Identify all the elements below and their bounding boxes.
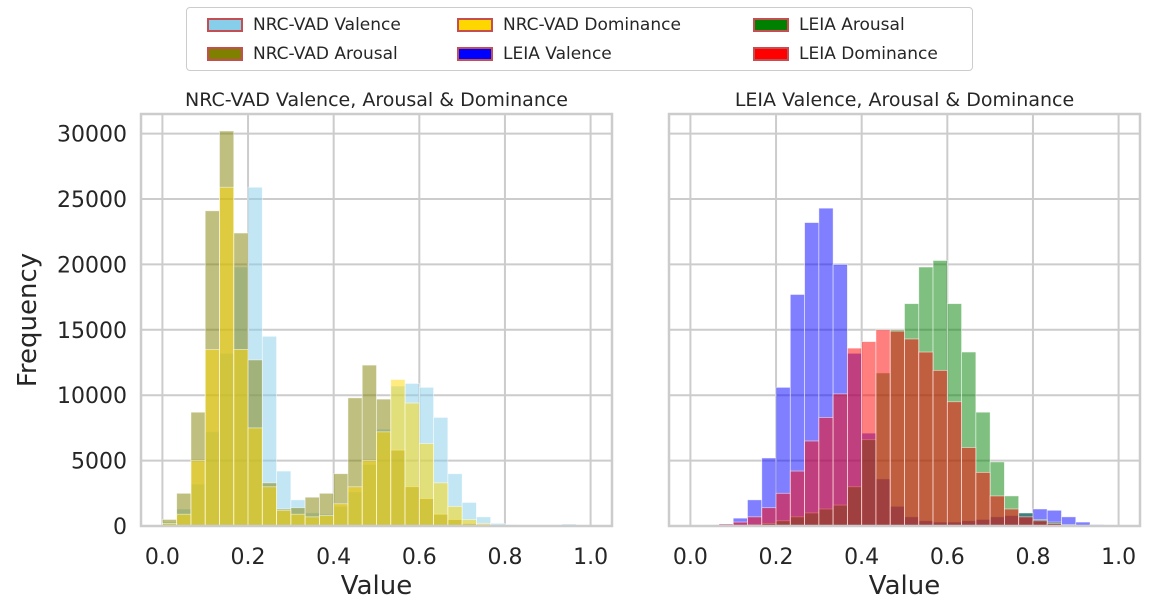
y-tick-label: 30000 bbox=[57, 123, 127, 148]
histogram-bar bbox=[1018, 516, 1034, 527]
histogram-bar bbox=[176, 513, 192, 527]
histogram-bar bbox=[989, 495, 1005, 527]
histogram-bar bbox=[932, 369, 948, 527]
histogram-bar bbox=[347, 486, 363, 527]
y-tick-label: 0 bbox=[113, 515, 127, 540]
histogram-bar bbox=[276, 509, 292, 527]
series-leia-dominance bbox=[690, 329, 1119, 527]
x-tick-label: 0.8 bbox=[1015, 545, 1050, 570]
legend-label: NRC-VAD Valence bbox=[253, 15, 401, 35]
y-tick-label: 25000 bbox=[57, 188, 127, 213]
histogram-bar bbox=[361, 460, 377, 527]
histogram-bar bbox=[946, 401, 962, 527]
x-tick-label: 1.0 bbox=[1101, 545, 1136, 570]
x-tick-label: 0.0 bbox=[145, 545, 180, 570]
histogram-bar bbox=[333, 503, 349, 527]
chart-panel-nrc-vad: 0.0 0.2 0.4 0.6 0.8 1.0 0 5000 10000 15000 20000 25… bbox=[13, 89, 614, 601]
legend-swatch bbox=[207, 47, 243, 61]
histogram-bar bbox=[219, 186, 235, 527]
x-tick-label: 0.4 bbox=[316, 545, 351, 570]
legend: NRC-VAD Valence NRC-VAD Arousal NRC-VAD … bbox=[186, 7, 973, 71]
histogram-bar bbox=[961, 447, 977, 527]
histogram-bar bbox=[319, 515, 335, 527]
y-axis-label: Frequency bbox=[13, 253, 43, 387]
histogram-bar bbox=[304, 516, 320, 527]
x-axis-label: Value bbox=[869, 571, 940, 601]
x-tick-label: 1.0 bbox=[573, 545, 608, 570]
histogram-bar bbox=[1003, 508, 1020, 527]
axes-frame bbox=[139, 112, 614, 528]
x-tick-label: 0.4 bbox=[844, 545, 879, 570]
histogram-bar bbox=[390, 379, 406, 527]
legend-item-nrc-vad-valence: NRC-VAD Valence bbox=[207, 13, 401, 37]
histogram-bar bbox=[875, 329, 891, 527]
histogram-bar bbox=[761, 507, 777, 527]
histogram-bar bbox=[818, 417, 834, 527]
x-tick-label: 0.6 bbox=[402, 545, 437, 570]
histogram-bar bbox=[775, 492, 791, 527]
histogram-bar bbox=[261, 486, 277, 527]
legend-item-nrc-vad-dominance: NRC-VAD Dominance bbox=[457, 13, 681, 37]
chart-title: LEIA Valence, Arousal & Dominance bbox=[735, 89, 1074, 111]
histogram-bar bbox=[904, 338, 920, 527]
histogram-bar bbox=[847, 347, 863, 527]
y-tick-label: 20000 bbox=[57, 253, 127, 278]
y-tick-label: 10000 bbox=[57, 384, 127, 409]
histogram-bar bbox=[290, 513, 306, 527]
histogram-bar bbox=[832, 393, 848, 527]
legend-label: NRC-VAD Dominance bbox=[503, 15, 681, 35]
x-tick-label: 0.2 bbox=[759, 545, 794, 570]
legend-swatch bbox=[753, 18, 789, 32]
histogram-bar bbox=[418, 443, 434, 527]
axes-frame bbox=[667, 112, 1142, 528]
chart-panel-leia: 0.0 0.2 0.4 0.6 0.8 1.0 LEIA Valence, Arousal … bbox=[667, 89, 1142, 601]
legend-label: NRC-VAD Arousal bbox=[253, 44, 398, 64]
histogram-bar bbox=[918, 351, 934, 527]
chart-title: NRC-VAD Valence, Arousal & Dominance bbox=[185, 89, 568, 111]
histogram-bar bbox=[247, 427, 263, 527]
x-tick-label: 0.8 bbox=[487, 545, 522, 570]
histogram-bar bbox=[747, 516, 763, 527]
histogram-bar bbox=[789, 470, 805, 527]
legend-item-leia-valence: LEIA Valence bbox=[457, 42, 612, 66]
x-axis-label: Value bbox=[341, 571, 412, 601]
legend-label: LEIA Arousal bbox=[799, 15, 905, 35]
x-tick-label: 0.0 bbox=[673, 545, 708, 570]
y-tick-label: 5000 bbox=[71, 450, 127, 475]
legend-swatch bbox=[207, 18, 243, 32]
histogram-bar bbox=[447, 505, 463, 527]
legend-label: LEIA Valence bbox=[503, 44, 612, 64]
legend-swatch bbox=[753, 47, 789, 61]
histogram-bar bbox=[975, 471, 991, 527]
histogram-bar bbox=[204, 349, 220, 527]
histogram-bar bbox=[376, 431, 392, 527]
x-tick-label: 0.2 bbox=[231, 545, 266, 570]
legend-swatch bbox=[457, 18, 493, 32]
histogram-bar bbox=[804, 440, 820, 527]
histogram-bar bbox=[190, 460, 206, 527]
y-tick-label: 15000 bbox=[57, 319, 127, 344]
legend-label: LEIA Dominance bbox=[799, 44, 938, 64]
legend-item-leia-dominance: LEIA Dominance bbox=[753, 42, 938, 66]
series-nrc-vad-dominance bbox=[162, 186, 591, 527]
histogram-bar bbox=[433, 482, 449, 527]
legend-swatch bbox=[457, 47, 493, 61]
legend-item-nrc-vad-arousal: NRC-VAD Arousal bbox=[207, 42, 398, 66]
histogram-bar bbox=[861, 341, 877, 527]
legend-item-leia-arousal: LEIA Arousal bbox=[753, 13, 905, 37]
histogram-bar bbox=[404, 402, 420, 527]
histogram-bar bbox=[233, 349, 249, 527]
x-tick-label: 0.6 bbox=[930, 545, 965, 570]
histogram-bar bbox=[889, 330, 905, 527]
